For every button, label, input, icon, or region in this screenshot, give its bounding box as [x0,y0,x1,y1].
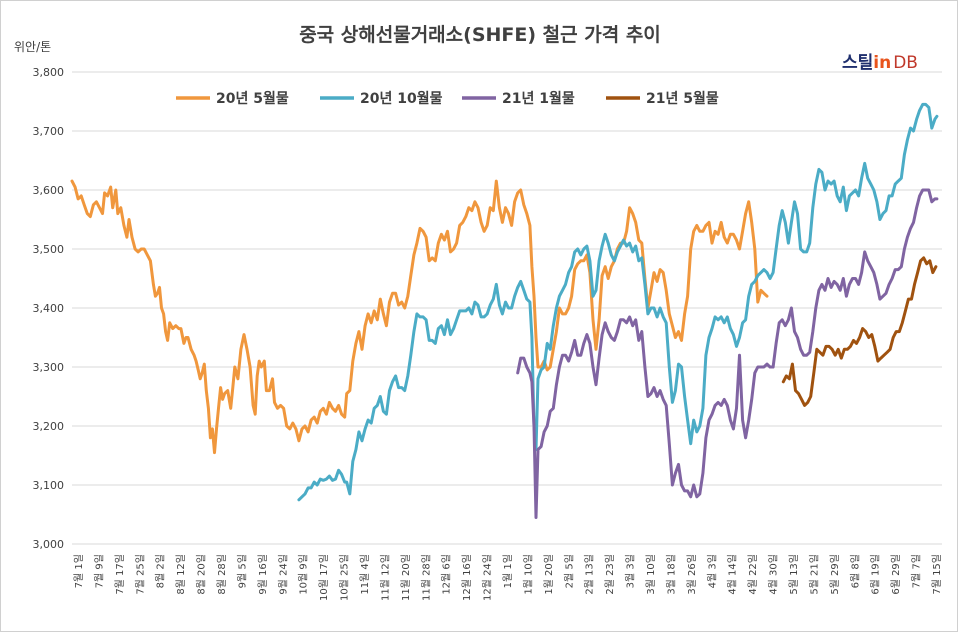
x-tick-label: 4월 22일 [747,554,759,595]
x-tick-label: 3월 18일 [665,554,677,595]
x-axis-ticks: 7월 1일 7월 9일 7월 17일 7월 25일 8월 2일 8월 12일 8월 20일 8… [73,554,943,601]
y-tick-label: 3,200 [33,420,65,433]
x-tick-label: 3월 10일 [645,554,657,595]
x-tick-label: 11월 28일 [420,554,432,601]
x-tick-label: 7월 15일 [931,554,943,595]
x-tick-label: 11월 20일 [400,554,412,601]
x-tick-label: 3월 26일 [686,554,698,595]
x-tick-label: 1월 20일 [543,554,555,595]
x-tick-label: 5월 29일 [829,554,841,595]
x-tick-label: 7월 25일 [134,554,146,595]
x-tick-label: 12월 16일 [461,554,473,601]
y-tick-label: 3,100 [33,479,65,492]
x-tick-label: 10월 25일 [339,554,351,601]
x-tick-label: 10월 17일 [318,554,330,601]
x-tick-label: 2월 13일 [584,554,596,595]
x-tick-label: 12월 6일 [441,554,453,595]
x-tick-label: 6월 19일 [870,554,882,595]
x-tick-label: 7월 17일 [114,554,126,595]
x-tick-label: 9월 24일 [277,554,289,595]
y-tick-label: 3,500 [33,243,65,256]
legend-label-3: 21년 1월물 [502,90,575,107]
series-line-2 [297,102,939,502]
logo-text-in: in [873,53,892,73]
gridlines [72,71,942,545]
y-tick-label: 3,800 [33,66,65,79]
legend: 20년 5월물 20년 10월물 21년 1월물 21년 5월물 [176,90,719,107]
steelindb-logo: 스틸in DB [842,48,918,73]
legend-label-4: 21년 5월물 [646,90,719,107]
x-tick-label: 7월 1일 [73,554,85,588]
x-tick-label: 2월 5일 [563,554,575,588]
x-tick-label: 1월 10일 [522,554,534,595]
x-tick-label: 4월 30일 [768,554,780,595]
x-tick-label: 8월 28일 [216,554,228,595]
y-axis-unit-label: 위안/톤 [14,40,52,54]
logo-text-db: DB [893,53,918,73]
x-tick-label: 8월 20일 [196,554,208,595]
x-tick-label: 6월 8일 [849,554,861,588]
chart-title: 중국 상해선물거래소(SHFE) 철근 가격 추이 [299,24,661,46]
y-axis-ticks: 3,000 3,100 3,200 3,300 3,400 3,500 3,600 3,700… [33,66,65,551]
x-tick-label: 9월 16일 [257,554,269,595]
x-tick-label: 2월 23일 [604,554,616,595]
x-tick-label: 10월 9일 [298,554,310,595]
y-tick-label: 3,300 [33,361,65,374]
y-tick-label: 3,000 [33,538,65,551]
logo-text-steel: 스틸 [842,53,874,73]
x-tick-label: 8월 12일 [175,554,187,595]
x-tick-label: 12월 24일 [482,554,494,601]
x-tick-label: 11월 4일 [359,554,371,595]
x-tick-label: 6월 29일 [890,554,902,595]
series-line-3 [516,188,939,519]
x-tick-label: 8월 2일 [155,554,167,588]
x-tick-label: 7월 7일 [911,554,923,588]
x-tick-label: 7월 9일 [93,554,105,588]
x-tick-label: 11월 12일 [379,554,391,601]
x-tick-label: 4월 3일 [706,554,718,588]
x-tick-label: 9월 5일 [236,554,248,588]
y-tick-label: 3,400 [33,302,65,315]
x-tick-label: 5월 13일 [788,554,800,595]
legend-label-1: 20년 5월물 [216,90,289,107]
x-tick-label: 5월 21일 [808,554,820,595]
x-tick-label: 3월 3일 [625,554,637,588]
x-tick-label: 4월 14일 [727,554,739,595]
y-tick-label: 3,600 [33,184,65,197]
y-tick-label: 3,700 [33,125,65,138]
series-lines [70,102,939,519]
legend-label-2: 20년 10월물 [360,90,443,107]
series-line-4 [781,256,938,407]
x-tick-label: 1월 1일 [502,554,514,588]
